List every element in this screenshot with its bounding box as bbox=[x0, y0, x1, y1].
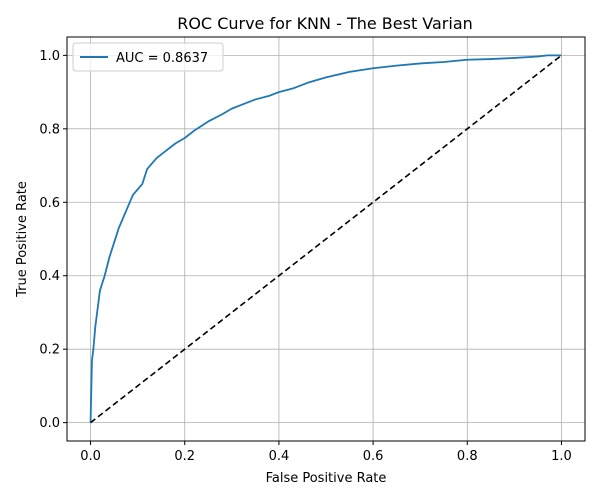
y-tick-label: 0.0 bbox=[39, 416, 60, 431]
plot-frame bbox=[66, 36, 586, 442]
x-tick-label: 0.6 bbox=[363, 449, 384, 464]
y-tick-label: 0.8 bbox=[39, 122, 60, 137]
y-tick-label: 0.2 bbox=[39, 343, 60, 358]
legend-box bbox=[72, 42, 224, 72]
y-tick-label: 0.6 bbox=[39, 196, 60, 211]
chance-line bbox=[90, 54, 562, 424]
y-axis-label: True Positive Rate bbox=[15, 181, 30, 298]
x-tick-label: 1.0 bbox=[551, 449, 572, 464]
ticks-layer: 0.0 0.2 0.4 0.6 0.8 1.0 0.0 0.2 0.4 0.6 0.8 1.0 bbox=[39, 49, 571, 464]
x-tick-label: 0.8 bbox=[457, 449, 478, 464]
roc-curve-line bbox=[89, 54, 562, 423]
y-tick-label: 0.4 bbox=[39, 269, 60, 284]
legend: AUC = 0.8637 bbox=[72, 42, 224, 72]
x-tick-label: 0.4 bbox=[269, 449, 290, 464]
x-tick-label: 0.0 bbox=[80, 449, 101, 464]
y-tick-label: 1.0 bbox=[39, 49, 60, 64]
x-tick-label: 0.2 bbox=[174, 449, 195, 464]
legend-label: AUC = 0.8637 bbox=[116, 51, 208, 66]
chart-title: ROC Curve for KNN - The Best Varian bbox=[177, 14, 473, 33]
x-axis-label: False Positive Rate bbox=[266, 471, 387, 486]
series-layer bbox=[89, 54, 562, 424]
